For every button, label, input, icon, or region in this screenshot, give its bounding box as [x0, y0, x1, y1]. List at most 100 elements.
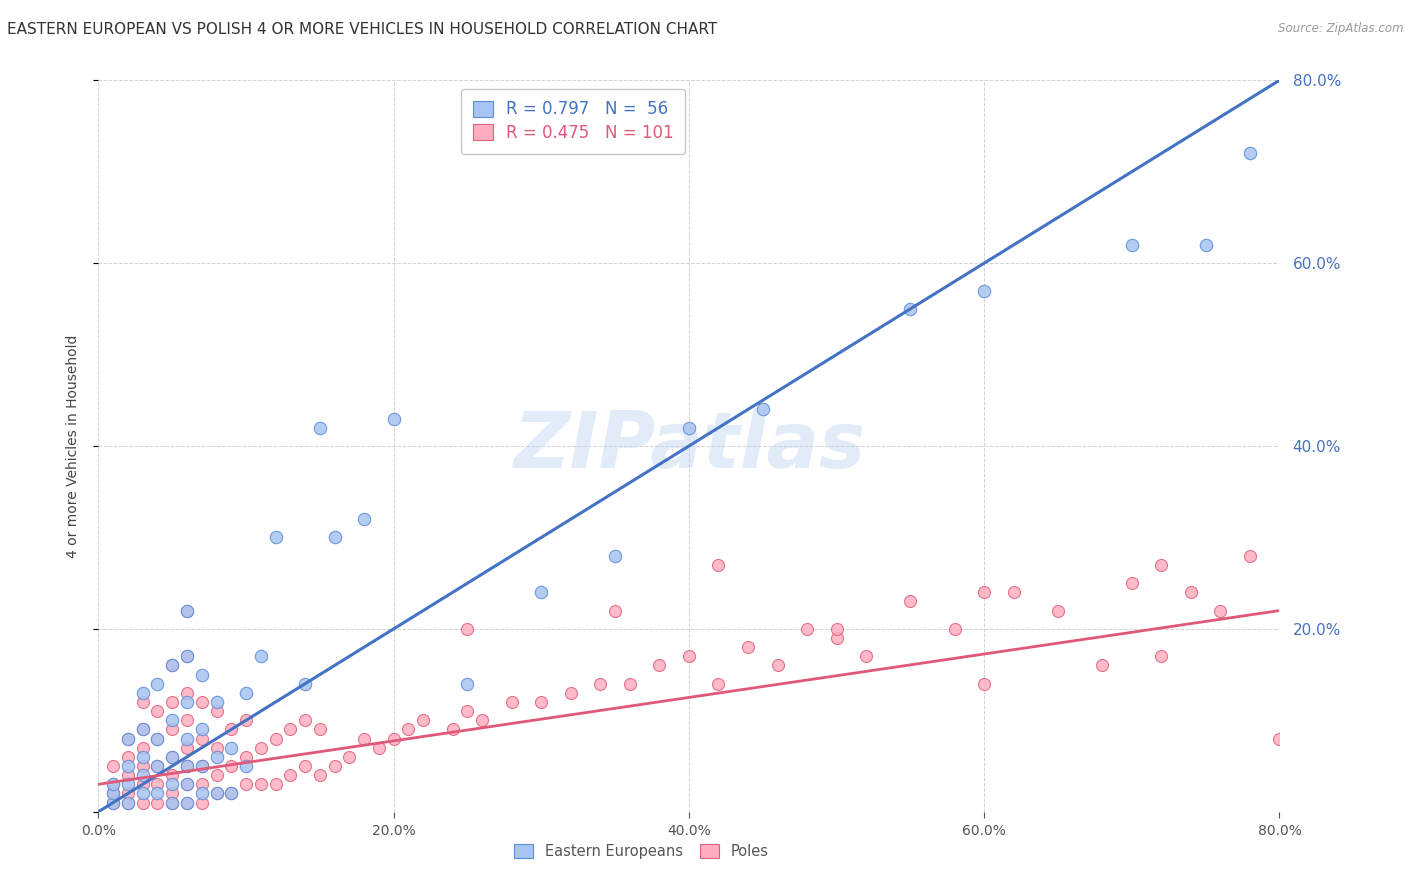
Point: [309, 421, 332, 435]
Point: [250, 777, 273, 791]
Point: [205, 768, 228, 782]
Point: [221, 787, 243, 801]
Point: [117, 787, 139, 801]
Point: [146, 787, 169, 801]
Point: [1091, 658, 1114, 673]
Point: [132, 749, 155, 764]
Point: [146, 676, 169, 690]
Point: [132, 695, 155, 709]
Point: [117, 731, 139, 746]
Point: [278, 768, 302, 782]
Point: [1150, 558, 1173, 572]
Point: [132, 787, 155, 801]
Point: [943, 622, 966, 636]
Point: [103, 796, 125, 810]
Text: Source: ZipAtlas.com: Source: ZipAtlas.com: [1278, 22, 1403, 36]
Point: [605, 549, 627, 563]
Legend: Eastern Europeans, Poles: Eastern Europeans, Poles: [508, 837, 776, 867]
Point: [221, 787, 243, 801]
Point: [132, 723, 155, 737]
Point: [191, 787, 214, 801]
Point: [146, 759, 169, 773]
Point: [1046, 603, 1069, 617]
Point: [191, 796, 214, 810]
Point: [294, 714, 316, 728]
Text: EASTERN EUROPEAN VS POLISH 4 OR MORE VEHICLES IN HOUSEHOLD CORRELATION CHART: EASTERN EUROPEAN VS POLISH 4 OR MORE VEH…: [7, 22, 717, 37]
Point: [264, 731, 287, 746]
Point: [235, 714, 257, 728]
Point: [1002, 585, 1025, 599]
Point: [323, 530, 346, 544]
Point: [176, 686, 198, 700]
Point: [117, 768, 139, 782]
Point: [132, 796, 155, 810]
Point: [103, 787, 125, 801]
Point: [191, 759, 214, 773]
Point: [751, 402, 773, 417]
Point: [737, 640, 759, 655]
Point: [353, 512, 375, 526]
Point: [146, 731, 169, 746]
Point: [117, 749, 139, 764]
Point: [176, 796, 198, 810]
Y-axis label: 4 or more Vehicles in Household: 4 or more Vehicles in Household: [66, 334, 80, 558]
Point: [294, 676, 316, 690]
Point: [825, 631, 848, 645]
Point: [191, 695, 214, 709]
Point: [707, 676, 730, 690]
Point: [309, 768, 332, 782]
Point: [264, 777, 287, 791]
Point: [205, 740, 228, 755]
Point: [162, 768, 183, 782]
Point: [176, 649, 198, 664]
Point: [1239, 146, 1261, 161]
Point: [1268, 731, 1291, 746]
Point: [176, 777, 198, 791]
Point: [250, 649, 273, 664]
Point: [441, 723, 464, 737]
Point: [412, 714, 434, 728]
Point: [146, 759, 169, 773]
Point: [162, 796, 183, 810]
Point: [176, 603, 198, 617]
Point: [146, 796, 169, 810]
Point: [1195, 238, 1218, 252]
Point: [1121, 576, 1143, 591]
Point: [1239, 549, 1261, 563]
Point: [146, 777, 169, 791]
Point: [678, 421, 700, 435]
Point: [309, 723, 332, 737]
Point: [382, 411, 405, 425]
Point: [176, 740, 198, 755]
Point: [264, 530, 287, 544]
Point: [162, 714, 183, 728]
Point: [1150, 649, 1173, 664]
Point: [176, 649, 198, 664]
Point: [132, 759, 155, 773]
Point: [176, 603, 198, 617]
Point: [900, 594, 922, 608]
Point: [191, 667, 214, 681]
Point: [1180, 585, 1202, 599]
Point: [619, 676, 641, 690]
Point: [176, 695, 198, 709]
Point: [103, 796, 125, 810]
Point: [205, 749, 228, 764]
Point: [191, 759, 214, 773]
Point: [162, 749, 183, 764]
Point: [221, 723, 243, 737]
Point: [973, 676, 995, 690]
Point: [117, 796, 139, 810]
Point: [396, 723, 419, 737]
Point: [132, 740, 155, 755]
Point: [530, 695, 553, 709]
Point: [278, 723, 302, 737]
Point: [235, 777, 257, 791]
Point: [456, 622, 478, 636]
Point: [132, 723, 155, 737]
Point: [117, 796, 139, 810]
Point: [1209, 603, 1232, 617]
Point: [382, 731, 405, 746]
Point: [221, 740, 243, 755]
Point: [235, 759, 257, 773]
